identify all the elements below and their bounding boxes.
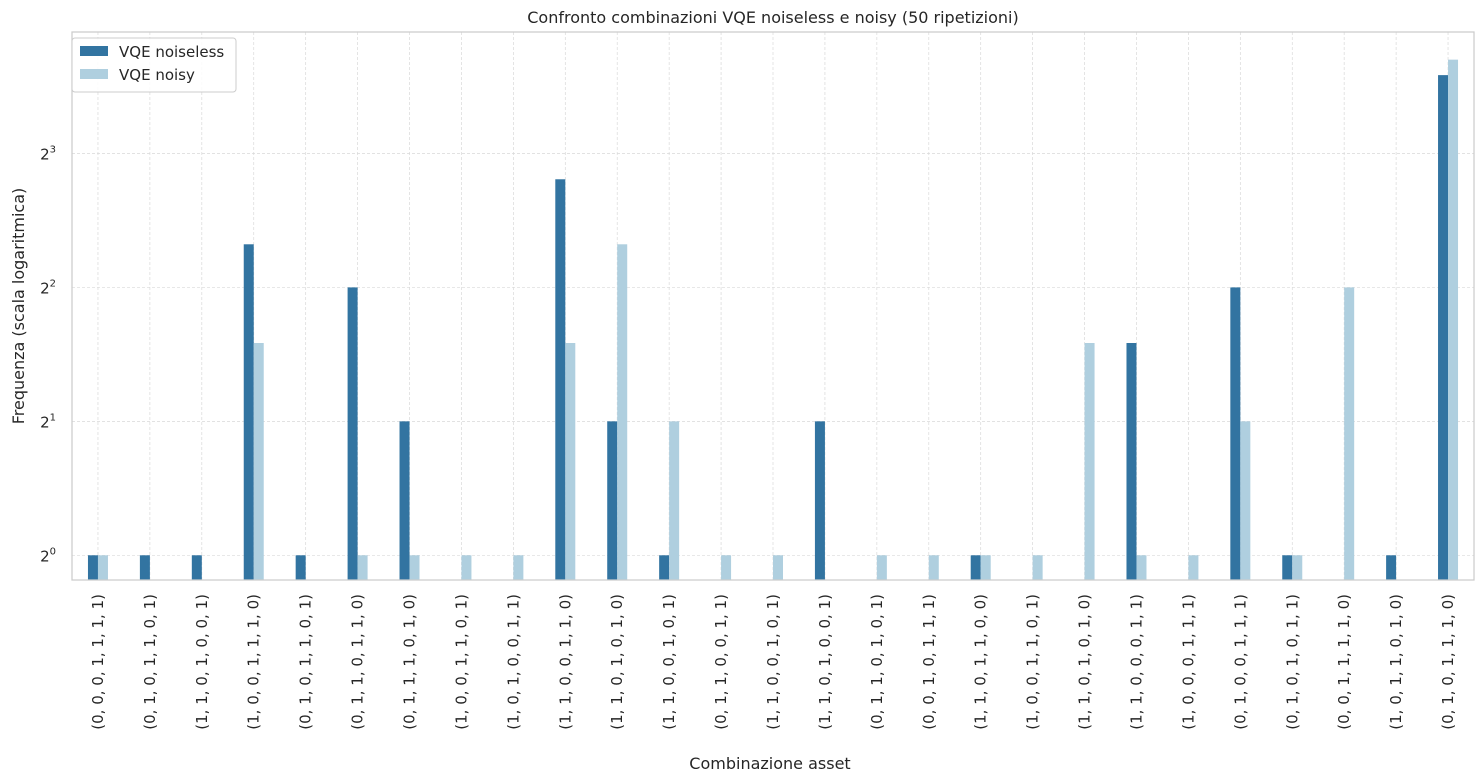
y-axis-label: Frequenza (scala logaritmica) (9, 188, 28, 425)
bar-noisy (565, 343, 576, 580)
x-tick-label: (1, 1, 0, 0, 1, 1, 0) (556, 594, 574, 730)
x-tick-label: (0, 1, 0, 1, 1, 1, 0) (1439, 594, 1457, 730)
x-tick-label: (0, 1, 1, 0, 1, 1, 0) (349, 594, 367, 730)
bar-noisy (721, 555, 732, 580)
bar-noiseless (555, 179, 566, 580)
x-tick-label: (1, 0, 0, 1, 1, 0, 1) (452, 594, 470, 730)
bar-noisy (1136, 555, 1147, 580)
bar-noiseless (1282, 555, 1293, 580)
bar-noisy (1344, 287, 1355, 580)
x-tick-label: (1, 0, 1, 0, 0, 1, 1) (504, 594, 522, 730)
bar-noiseless (970, 555, 981, 580)
x-tick-label: (0, 1, 0, 1, 1, 0, 1) (141, 594, 159, 730)
x-tick-label: (1, 1, 0, 1, 1, 0, 0) (972, 594, 990, 730)
y-tick-label: 23 (40, 144, 56, 163)
bar-noisy (253, 343, 264, 580)
bar-noisy (928, 555, 939, 580)
bar-noiseless (139, 555, 150, 580)
x-tick-label: (1, 0, 0, 0, 1, 1, 1) (1179, 594, 1197, 730)
x-tick-label: (1, 0, 0, 1, 1, 0, 1) (1024, 594, 1042, 730)
x-tick-label: (1, 1, 0, 0, 0, 1, 1) (1127, 594, 1145, 730)
x-tick-label: (1, 1, 0, 1, 0, 1, 0) (608, 594, 626, 730)
x-tick-label: (1, 0, 1, 1, 0, 1, 0) (1387, 594, 1405, 730)
bar-noiseless (1126, 343, 1137, 580)
x-tick-label: (0, 0, 1, 1, 1, 1, 0) (1335, 594, 1353, 730)
x-tick-label: (0, 1, 0, 0, 1, 1, 1) (1231, 594, 1249, 730)
bar-noiseless (295, 555, 306, 580)
y-tick-labels: 20 21 22 23 (40, 144, 56, 565)
bar-noisy (773, 555, 783, 580)
bar-noiseless (1230, 287, 1241, 580)
bar-noisy (1188, 555, 1199, 580)
bar-noiseless (659, 555, 670, 580)
x-tick-label: (0, 0, 1, 0, 1, 1, 1) (920, 594, 938, 730)
x-tick-label: (1, 1, 0, 1, 0, 0, 1) (816, 594, 834, 730)
x-tick-label: (0, 1, 0, 1, 1, 0, 1) (297, 594, 315, 730)
bar-noiseless (87, 555, 98, 580)
bars (87, 59, 1459, 581)
bar-noisy (513, 555, 524, 580)
x-tick-label: (0, 1, 1, 0, 0, 1, 1) (712, 594, 730, 730)
x-tick-label: (0, 1, 0, 1, 0, 1, 1) (1283, 594, 1301, 730)
bar-noisy (409, 555, 420, 580)
bar-noisy (461, 555, 472, 580)
bar-noiseless (347, 287, 358, 580)
x-tick-label: (1, 0, 0, 1, 1, 1, 0) (245, 594, 263, 730)
bar-noisy (357, 555, 368, 580)
x-tick-label: (1, 1, 0, 1, 0, 1, 0) (1076, 594, 1094, 730)
bar-noiseless (243, 244, 254, 580)
y-tick-label: 21 (40, 412, 56, 431)
bar-noisy (1240, 421, 1251, 580)
legend-swatch-noiseless (80, 46, 108, 56)
y-tick-label: 22 (40, 278, 56, 297)
bar-noisy (97, 555, 108, 580)
bar-noiseless (607, 421, 618, 580)
x-tick-labels: (0, 0, 0, 1, 1, 1, 1) (0, 1, 0, 1, 1, 0, … (89, 594, 1457, 730)
plot-frame (71, 31, 1475, 581)
bar-noiseless (814, 421, 825, 580)
bar-noisy (669, 421, 680, 580)
x-tick-label: (1, 1, 0, 1, 0, 0, 1) (193, 594, 211, 730)
bar-noisy (1448, 59, 1459, 581)
y-tick-label: 20 (40, 546, 56, 565)
bar-noisy (1032, 555, 1043, 580)
x-tick-label: (0, 0, 0, 1, 1, 1, 1) (89, 594, 107, 730)
bar-noiseless (1386, 555, 1397, 580)
legend-swatch-noisy (80, 69, 108, 79)
x-axis-label: Combinazione asset (689, 754, 850, 773)
x-tick-label: (0, 1, 1, 0, 1, 0, 1) (868, 594, 886, 730)
bar-noisy (617, 244, 628, 580)
bar-noiseless (1438, 75, 1449, 580)
bar-noisy (1084, 343, 1095, 580)
bar-noisy (1292, 555, 1303, 580)
chart-title: Confronto combinazioni VQE noiseless e n… (527, 8, 1018, 27)
x-tick-label: (1, 1, 0, 0, 1, 0, 1) (764, 594, 782, 730)
bar-noiseless (191, 555, 202, 580)
legend-label-noisy: VQE noisy (119, 66, 195, 84)
x-tick-label: (1, 1, 0, 0, 1, 0, 1) (660, 594, 678, 730)
legend-label-noiseless: VQE noiseless (119, 43, 224, 61)
legend-box (71, 37, 237, 93)
x-tick-label: (0, 1, 1, 1, 0, 1, 0) (401, 594, 419, 730)
bar-noisy (980, 555, 991, 580)
legend: VQE noiseless VQE noisy (71, 37, 237, 93)
bar-noisy (876, 555, 887, 580)
bar-noiseless (399, 421, 410, 580)
